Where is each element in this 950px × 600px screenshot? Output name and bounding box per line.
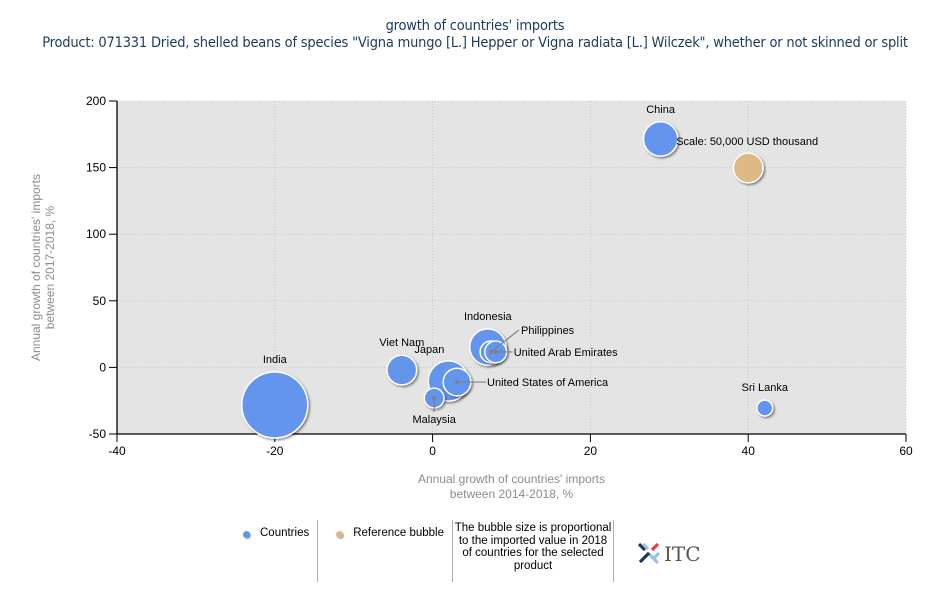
bubble-china[interactable] (642, 121, 679, 157)
itc-logo-icon (637, 542, 661, 565)
bubble-india[interactable] (241, 371, 309, 439)
leader-dot (493, 349, 498, 354)
legend-divider (452, 520, 454, 582)
y-axis-title-line2: between 2017-2018, % (43, 205, 57, 329)
x-tick-label: 0 (429, 444, 436, 458)
bubble-label: Japan (414, 344, 444, 356)
x-tick-label: -20 (266, 444, 284, 458)
legend-reference-dot-icon (336, 531, 344, 538)
y-tick-label: 50 (93, 294, 107, 308)
itc-logo-text: ITC (664, 542, 701, 566)
bubble-label: Viet Nam (379, 337, 424, 349)
y-tick-label: 100 (86, 227, 106, 241)
bubble-label: Indonesia (464, 311, 513, 323)
leader-dot (455, 380, 460, 385)
x-axis-title-line1: Annual growth of countries' imports (418, 472, 605, 486)
plot-area (117, 101, 906, 434)
x-tick-label: 20 (584, 444, 598, 458)
x-tick-label: -40 (108, 444, 126, 458)
bubble-sri-lanka[interactable] (756, 399, 774, 417)
legend-divider (613, 520, 615, 582)
legend-countries-label: Countries (260, 527, 310, 539)
legend-reference-label: Reference bubble (353, 527, 445, 539)
x-tick-label: 40 (742, 444, 756, 458)
itc-logo: ITC (614, 520, 701, 582)
bubble-label: United Arab Emirates (514, 347, 618, 359)
x-axis-title-line2: between 2014-2018, % (450, 487, 574, 501)
leader-dot (488, 349, 493, 354)
bubble-label: Malaysia (412, 414, 456, 426)
legend-item-countries[interactable]: Countries (225, 520, 317, 582)
y-axis-title-line1: Annual growth of countries' imports (29, 174, 43, 361)
bubble-label: India (263, 354, 288, 366)
bubble-label: Sri Lanka (742, 382, 789, 394)
y-tick-label: 0 (99, 360, 106, 374)
chart-subtitle: Product: 071331 Dried, shelled beans of … (42, 35, 908, 51)
y-tick-label: 150 (86, 161, 106, 175)
axes: -50 0 50 100 150 200 -40 -20 0 20 40 60 (86, 94, 913, 458)
legend-item-reference[interactable]: Reference bubble (318, 520, 452, 582)
y-tick-label: 200 (86, 94, 106, 108)
legend-countries-dot-icon (243, 531, 250, 538)
reference-bubble[interactable] (732, 152, 764, 184)
leader-line (490, 329, 520, 353)
chart-title-block: growth of countries' imports Product: 07… (0, 18, 950, 52)
leader-dot (432, 396, 437, 401)
legend: Countries Reference bubble The bubble si… (225, 520, 701, 582)
leader-lines (432, 329, 520, 413)
bubble-label: Philippines (521, 325, 575, 337)
bubble-label: China (646, 104, 676, 116)
legend-divider (317, 520, 319, 582)
bubble-label: United States of America (487, 377, 609, 389)
bubble-label: Scale: 50,000 USD thousand (676, 136, 818, 148)
chart-title: growth of countries' imports (385, 18, 565, 34)
x-tick-label: 60 (899, 444, 913, 458)
bubbles (241, 121, 774, 439)
bubble-viet-nam[interactable] (386, 354, 418, 386)
y-tick-label: -50 (89, 427, 107, 441)
legend-note: The bubble size is proportional to the i… (454, 522, 612, 572)
grid-lines (117, 100, 907, 434)
